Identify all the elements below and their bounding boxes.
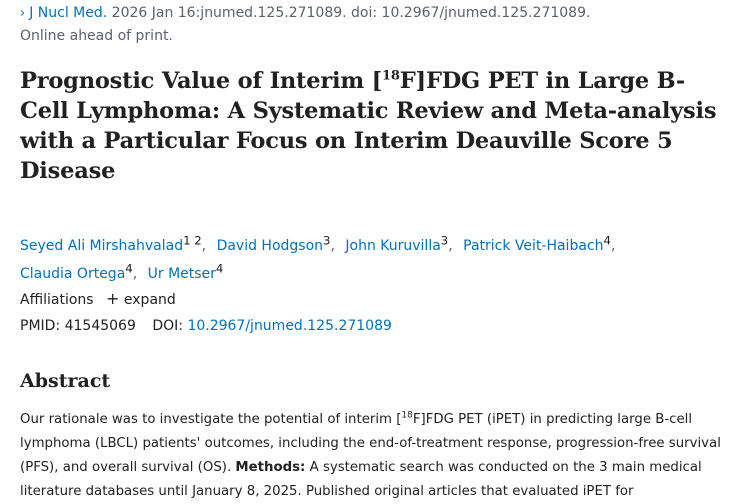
abstract-text-1: Our rationale was to investigate the pot… — [20, 412, 402, 427]
author-separator: , — [132, 266, 138, 283]
chevron-right-icon[interactable]: › — [20, 6, 26, 21]
article-title: Prognostic Value of Interim [18F]FDG PET… — [20, 66, 732, 186]
author-link[interactable]: David Hodgson — [216, 237, 324, 254]
author-separator: , — [610, 237, 616, 254]
author-affiliation-ref[interactable]: 3 — [323, 233, 331, 247]
affiliations-toggle[interactable]: Affiliations + expand — [20, 290, 176, 309]
title-part-2: F]FDG PET in Large B-Cell Lymphoma: A Sy… — [20, 68, 717, 184]
author-item: Claudia Ortega4, — [20, 262, 143, 283]
abstract-text-2: F]FDG PET (iPET) in predicting large B-c… — [20, 412, 721, 475]
author-affiliation-ref[interactable]: 4 — [603, 233, 611, 247]
author-item: Patrick Veit-Haibach4, — [463, 233, 621, 254]
author-affiliation-ref[interactable]: 4 — [125, 261, 133, 276]
author-affiliation-ref[interactable]: 3 — [440, 233, 449, 247]
publication-status: Online ahead of print. — [20, 28, 173, 44]
identifiers: PMID: 41545069 DOI: 10.2967/jnumed.125.2… — [20, 317, 392, 335]
author-affiliation-ref[interactable]: 4 — [215, 261, 224, 276]
abstract-text: Our rationale was to investigate the pot… — [20, 408, 732, 504]
author-item: David Hodgson3, — [216, 233, 341, 254]
plus-icon: + — [106, 289, 120, 308]
abstract-text-3: A systematic search was conducted on the… — [20, 460, 702, 499]
author-item: John Kuruvilla3, — [345, 233, 458, 254]
author-separator: , — [201, 237, 207, 254]
author-separator: , — [330, 237, 335, 254]
affiliations-label: Affiliations — [20, 292, 94, 308]
expand-label: expand — [123, 292, 176, 308]
author-link[interactable]: Claudia Ortega — [20, 266, 126, 283]
pmid-label: PMID: — [20, 318, 61, 334]
author-affiliation-ref[interactable]: 1 2 — [183, 233, 202, 247]
author-list: Seyed Ali Mirshahvalad1 2, David Hodgson… — [20, 229, 732, 286]
citation-details: 2026 Jan 16:jnumed.125.271089. doi: 10.2… — [111, 5, 591, 21]
title-superscript: 18 — [382, 68, 400, 84]
title-part-1: Prognostic Value of Interim [ — [20, 68, 383, 94]
author-link[interactable]: Ur Metser — [147, 266, 216, 283]
abstract-superscript: 18 — [401, 410, 413, 421]
methods-label: Methods: — [235, 460, 306, 475]
doi-label: DOI: — [152, 318, 183, 334]
citation-line: › J Nucl Med. 2026 Jan 16:jnumed.125.2710… — [20, 4, 590, 23]
doi-link[interactable]: 10.2967/jnumed.125.271089 — [187, 318, 392, 334]
author-link[interactable]: Patrick Veit-Haibach — [463, 237, 604, 254]
author-link[interactable]: John Kuruvilla — [345, 237, 441, 254]
author-separator: , — [448, 237, 453, 254]
author-link[interactable]: Seyed Ali Mirshahvalad — [20, 237, 184, 254]
abstract-heading: Abstract — [20, 370, 111, 392]
author-item: Seyed Ali Mirshahvalad1 2, — [20, 233, 212, 254]
pmid-value: 41545069 — [64, 318, 136, 334]
author-item: Ur Metser4 — [147, 262, 230, 283]
journal-link[interactable]: J Nucl Med. — [29, 5, 108, 21]
